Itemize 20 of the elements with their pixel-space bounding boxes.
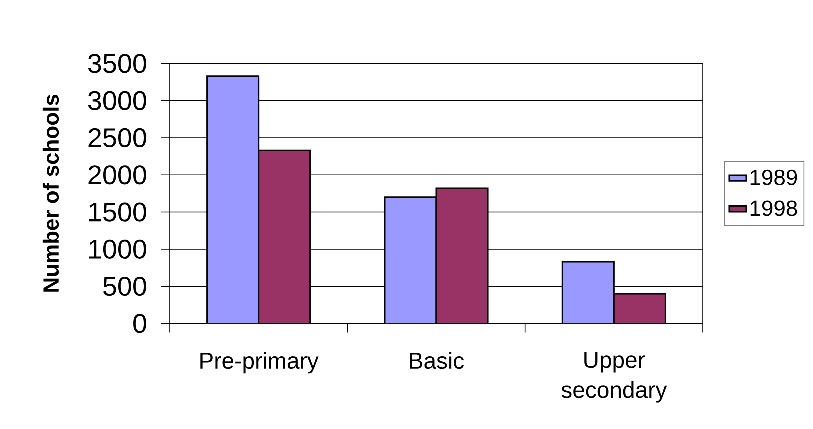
y-tick-label: 3000 bbox=[88, 91, 146, 110]
bar bbox=[562, 261, 615, 324]
x-tick-label: Upper secondary bbox=[562, 352, 668, 403]
y-axis-title: Number of schools bbox=[42, 94, 60, 292]
bar bbox=[258, 150, 312, 324]
y-tick-label: 1500 bbox=[89, 202, 146, 222]
legend-label: 1998 bbox=[750, 200, 798, 216]
x-tick-label: Pre-primary bbox=[200, 352, 319, 374]
bar bbox=[206, 76, 260, 324]
bar bbox=[384, 196, 438, 324]
y-tick-label: 0 bbox=[134, 314, 146, 334]
y-tick-label: 3500 bbox=[88, 54, 146, 74]
bar bbox=[436, 188, 489, 324]
y-tick-label: 2000 bbox=[88, 166, 146, 185]
y-tick-label: 2500 bbox=[88, 128, 146, 148]
bar bbox=[613, 293, 666, 324]
x-tick-label: Basic bbox=[410, 352, 464, 370]
y-tick-label: 500 bbox=[104, 276, 146, 296]
legend-label: 1989 bbox=[750, 170, 798, 186]
y-tick-label: 1000 bbox=[89, 240, 146, 259]
